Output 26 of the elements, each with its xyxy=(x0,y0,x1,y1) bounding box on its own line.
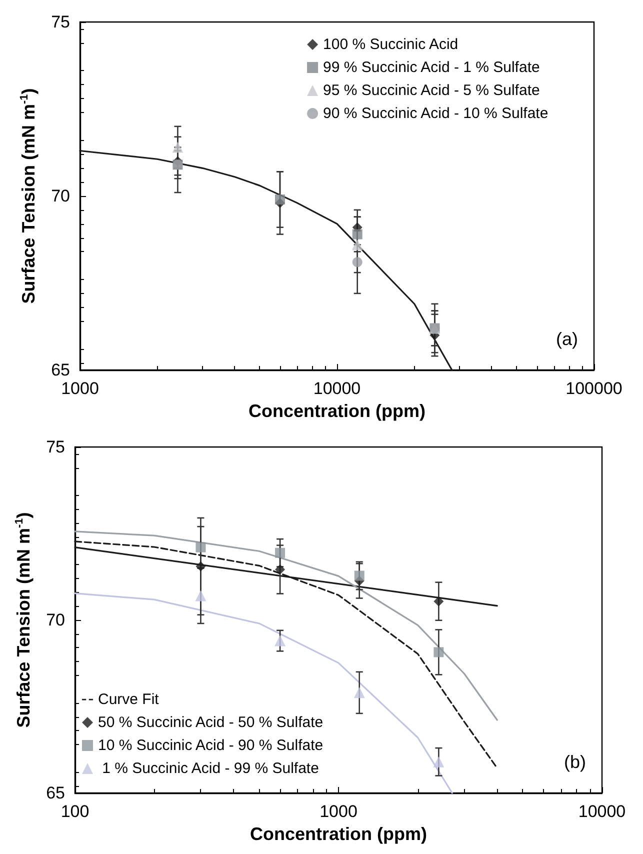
legend-label: 99 % Succinic Acid - 1 % Sulfate xyxy=(323,59,540,76)
y-axis-title: Surface Tension (mN m-1) xyxy=(14,512,34,728)
legend-label: Curve Fit xyxy=(98,691,160,708)
y-tick-label: 70 xyxy=(46,610,65,630)
x-tick-label: 10000 xyxy=(578,802,626,821)
annotation: (b) xyxy=(564,752,586,772)
legend-label: 95 % Succinic Acid - 5 % Sulfate xyxy=(323,82,540,99)
y-tick-label: 75 xyxy=(51,12,70,32)
legend-label: 10 % Succinic Acid - 90 % Sulfate xyxy=(98,737,324,754)
annotation: (a) xyxy=(556,329,578,349)
x-tick-label: 10000 xyxy=(313,379,361,398)
legend-label: 90 % Succinic Acid - 10 % Sulfate xyxy=(323,105,548,122)
x-axis-title: Concentration (ppm) xyxy=(250,824,427,844)
x-tick-label: 1000 xyxy=(320,802,358,821)
x-tick-label: 100000 xyxy=(566,379,622,398)
legend-label: 50 % Succinic Acid - 50 % Sulfate xyxy=(98,714,324,731)
x-tick-label: 100 xyxy=(60,802,90,821)
y-tick-label: 70 xyxy=(51,186,70,206)
y-tick-label: 75 xyxy=(46,438,65,456)
y-axis-title: Surface Tension (mN m-1) xyxy=(18,88,38,304)
legend-label: 1 % Succinic Acid - 99 % Sulfate xyxy=(98,760,319,777)
y-tick-label: 65 xyxy=(46,784,65,802)
x-tick-label: 1000 xyxy=(61,379,99,398)
legend-label: 100 % Succinic Acid xyxy=(323,36,458,53)
y-tick-label: 65 xyxy=(51,360,70,380)
x-axis-title: Concentration (ppm) xyxy=(248,400,426,421)
